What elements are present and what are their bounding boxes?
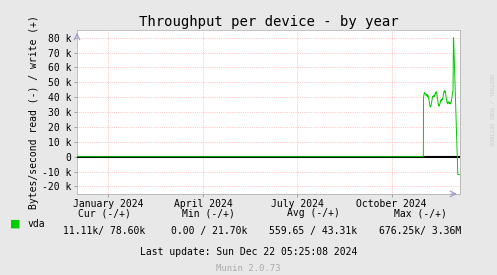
Text: 11.11k/ 78.60k: 11.11k/ 78.60k <box>63 226 146 236</box>
Text: Last update: Sun Dec 22 05:25:08 2024: Last update: Sun Dec 22 05:25:08 2024 <box>140 247 357 257</box>
Text: ■: ■ <box>10 219 20 229</box>
Text: Munin 2.0.73: Munin 2.0.73 <box>216 264 281 273</box>
Text: RRDTOOL / TOBI OETIKER: RRDTOOL / TOBI OETIKER <box>489 74 494 146</box>
Text: Avg (-/+): Avg (-/+) <box>287 208 339 218</box>
Text: Min (-/+): Min (-/+) <box>182 208 235 218</box>
Text: Cur (-/+): Cur (-/+) <box>78 208 131 218</box>
Text: vda: vda <box>27 219 45 229</box>
Text: 559.65 / 43.31k: 559.65 / 43.31k <box>269 226 357 236</box>
Text: Max (-/+): Max (-/+) <box>394 208 446 218</box>
Title: Throughput per device - by year: Throughput per device - by year <box>139 15 398 29</box>
Y-axis label: Bytes/second read (-) / write (+): Bytes/second read (-) / write (+) <box>29 15 39 209</box>
Text: 676.25k/ 3.36M: 676.25k/ 3.36M <box>379 226 461 236</box>
Text: 0.00 / 21.70k: 0.00 / 21.70k <box>170 226 247 236</box>
